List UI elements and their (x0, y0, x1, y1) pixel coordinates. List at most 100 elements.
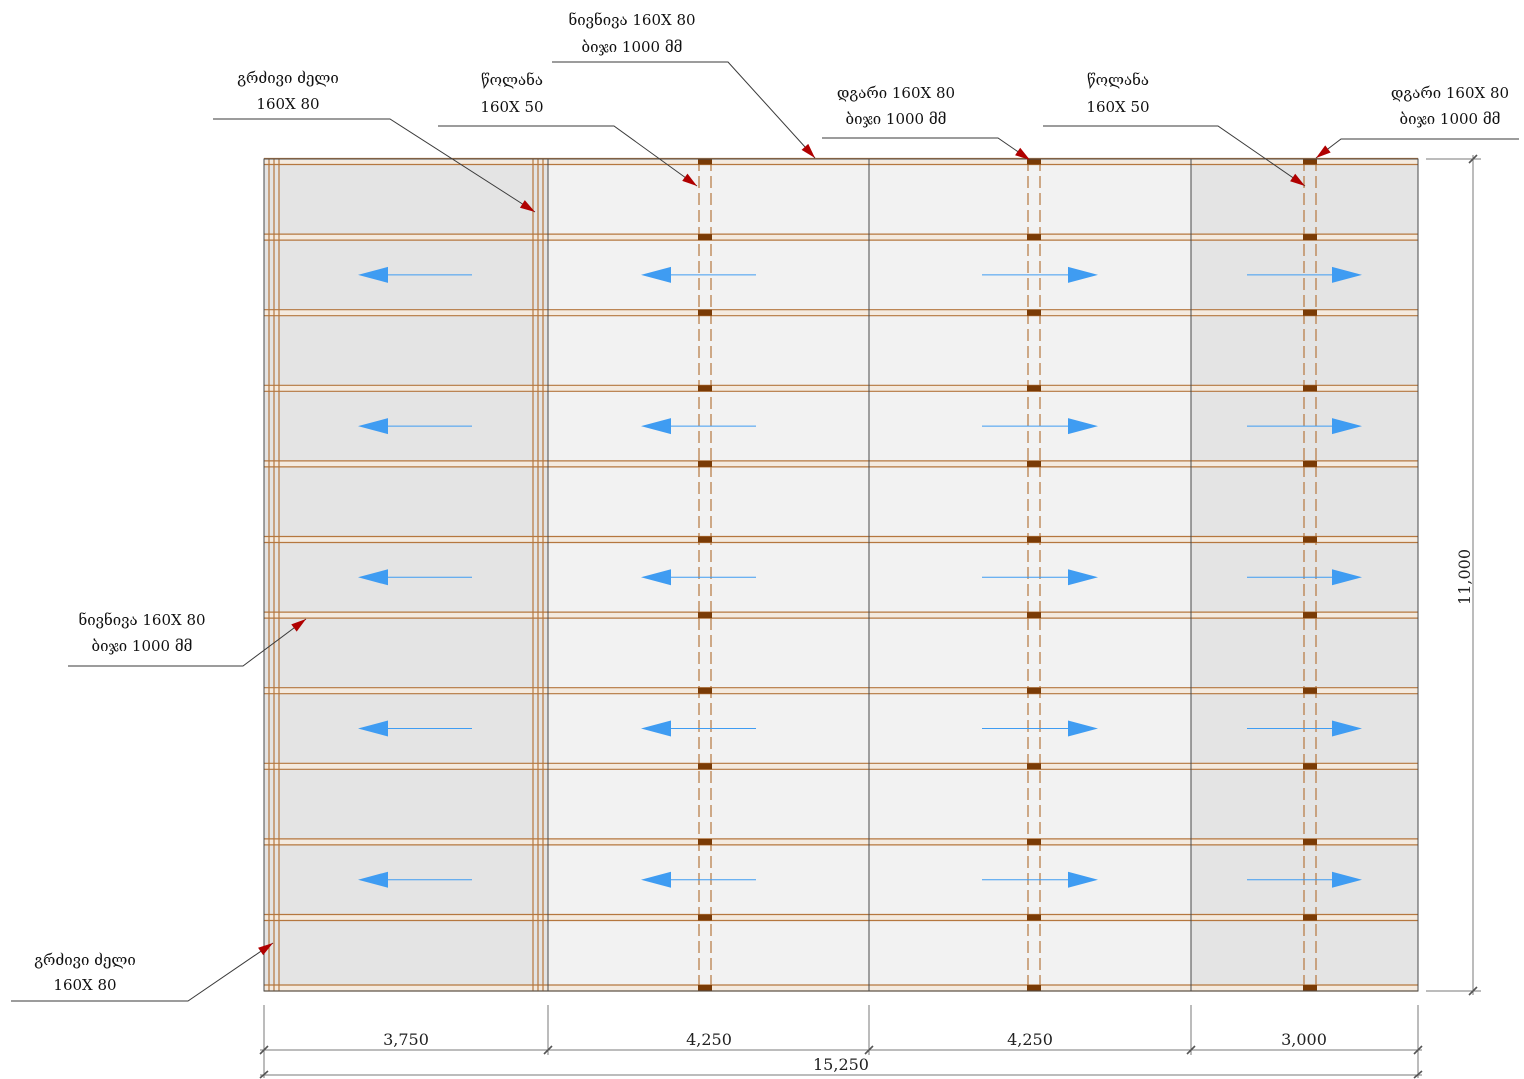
dimension-overall-width: 15,250 (259, 1055, 1423, 1079)
flow-arrow-left (641, 871, 756, 888)
post-block (698, 914, 712, 921)
flow-arrow-head (358, 569, 388, 586)
flow-arrow-right (1247, 569, 1362, 586)
post-row (1027, 159, 1041, 991)
flow-arrow-head (641, 720, 671, 737)
flow-arrow-left (641, 418, 756, 435)
purlin-beam-body (264, 838, 1418, 845)
flow-arrow-right (982, 266, 1098, 283)
dimension-tick (1413, 1070, 1423, 1079)
post-block (698, 309, 712, 316)
post-block (1027, 612, 1041, 619)
flow-arrow-right (982, 871, 1098, 888)
callout-title: ნივნივა 160X 80 (568, 11, 695, 29)
flow-arrow-head (1068, 418, 1098, 435)
purlin-beam (264, 535, 1418, 544)
leader-line (1043, 125, 1306, 187)
flow-arrow-left (358, 418, 472, 435)
leader-arrowhead (801, 143, 815, 158)
post-block (1303, 234, 1317, 241)
dimension-total-width-value: 15,250 (813, 1055, 869, 1074)
post-block (1027, 914, 1041, 921)
purlin-beam-body (264, 460, 1418, 467)
callout-purlin-left: ნივნივა 160X 80 ბიჯი 1000 მმ (68, 611, 307, 667)
callout-title: წოლანა (481, 71, 543, 89)
purlin-beam (264, 384, 1418, 392)
purlin-beam (264, 309, 1418, 317)
leader-arrowhead (258, 943, 273, 956)
post-block (698, 159, 712, 165)
callout-post-right: დგარი 160X 80 ბიჯი 1000 მმ (1315, 84, 1519, 159)
flow-arrow-right (1247, 720, 1362, 737)
post-block (698, 385, 712, 392)
flow-arrow-head (358, 871, 388, 888)
leader-line (438, 125, 698, 187)
leader-arrowhead (1015, 147, 1030, 160)
post-block (698, 838, 712, 845)
flow-arrow-left (358, 871, 472, 888)
dimension-bay-4-value: 3,000 (1281, 1030, 1327, 1049)
flow-arrow-head (358, 418, 388, 435)
leader-line (213, 118, 536, 213)
purlin-beam (264, 233, 1418, 241)
callout-spec: ბიჯი 1000 მმ (846, 110, 947, 128)
post-block (698, 612, 712, 619)
purlin-beam (264, 762, 1418, 770)
callout-title: ნივნივა 160X 80 (78, 611, 205, 629)
post-block (1027, 838, 1041, 845)
dimension-tick (1468, 986, 1478, 996)
callout-spec: 160X 50 (1086, 98, 1149, 116)
post-block (1303, 985, 1317, 991)
flow-arrow-head (1332, 418, 1362, 435)
dimension-tick (1468, 154, 1478, 164)
dimension-bay-1-value: 3,750 (383, 1030, 429, 1049)
flow-arrow-head (1332, 720, 1362, 737)
flow-arrow-left (641, 720, 756, 737)
flow-arrow-head (358, 720, 388, 737)
bay-1-fill (264, 159, 548, 991)
purlin-beam-body (264, 914, 1418, 921)
leader-arrowhead (1290, 173, 1305, 186)
bay-fills (264, 159, 1418, 991)
flow-arrow-head (1332, 569, 1362, 586)
purlin-beam-body (264, 385, 1418, 392)
purlin-beam-body (264, 612, 1418, 619)
post-rows (698, 159, 1317, 991)
leader-arrowhead (519, 200, 535, 212)
dimension-bay-3-value: 4,250 (1007, 1030, 1053, 1049)
dimension-tick (1186, 1045, 1196, 1055)
post-block (1027, 309, 1041, 316)
post-block (1027, 687, 1041, 694)
flow-arrow-right (1247, 266, 1362, 283)
purlin-beam-body (264, 985, 1418, 991)
callout-sill-right: წოლანა 160X 50 (1043, 71, 1306, 187)
purlin-beam (264, 611, 1418, 619)
callout-title: გრძივი ძელი (237, 69, 339, 87)
leader-arrowhead (291, 619, 306, 632)
callout-spec: 160X 80 (53, 976, 116, 994)
post-block (1027, 234, 1041, 241)
flow-arrow-head (1068, 266, 1098, 283)
post-block (698, 687, 712, 694)
dimension-tick (1413, 1045, 1423, 1055)
dimension-tick (543, 1045, 553, 1055)
flow-arrow-left (358, 569, 472, 586)
post-block (1303, 309, 1317, 316)
post-block (1303, 687, 1317, 694)
leader-arrowhead (1316, 145, 1331, 158)
flow-arrow-head (641, 871, 671, 888)
callout-title: დგარი 160X 80 (1391, 84, 1509, 102)
flow-arrow-head (1068, 871, 1098, 888)
flow-arrow-head (1068, 720, 1098, 737)
flow-arrow-right (982, 720, 1098, 737)
post-block (1027, 159, 1041, 165)
flow-arrow-head (1332, 871, 1362, 888)
purlin-beam (264, 984, 1418, 992)
longitudinal-beam-left (268, 159, 280, 991)
flow-arrow-head (641, 266, 671, 283)
flow-arrow-right (982, 418, 1098, 435)
flow-arrow-right (1247, 871, 1362, 888)
post-block (1027, 385, 1041, 392)
dimension-height-value: 11,000 (1455, 549, 1474, 605)
post-block (1303, 460, 1317, 467)
